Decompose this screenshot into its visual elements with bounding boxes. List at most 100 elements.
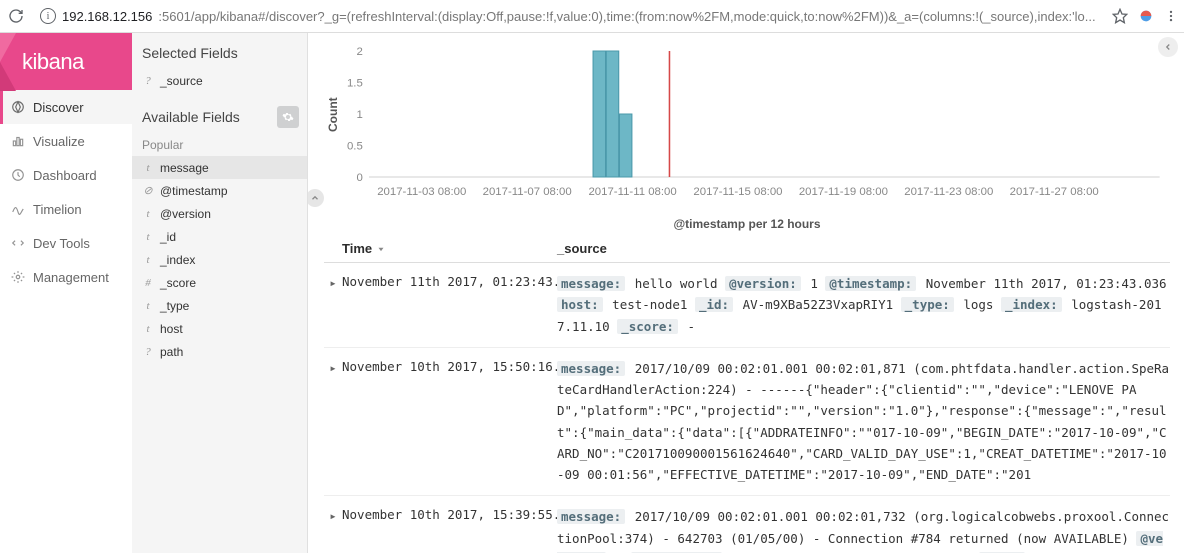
url-path: :5601/app/kibana#/discover?_g=(refreshIn… (158, 9, 1095, 24)
doc-source: message: 2017/10/09 00:02:01.001 00:02:0… (557, 358, 1170, 486)
field-value: hello world (635, 276, 718, 291)
field-row-path[interactable]: ?path (132, 340, 307, 363)
collapse-chart-icon[interactable] (308, 189, 324, 207)
field-key: message: (557, 509, 625, 524)
doc-row: ▸November 11th 2017, 01:23:43.036 messag… (324, 263, 1170, 348)
field-value: test-node1 (612, 297, 687, 312)
field-name: message (160, 161, 209, 175)
field-row--score[interactable]: # _score (132, 271, 307, 294)
field-row--source[interactable]: ? _source (132, 69, 307, 92)
bookmark-icon[interactable] (1112, 7, 1128, 25)
app-nav: kibana Discover Visualize Dashboard Timelio… (0, 33, 132, 553)
field-type-icon: ? (142, 75, 154, 87)
nav-label: Visualize (33, 134, 85, 149)
fields-settings-button[interactable] (277, 106, 299, 128)
field-key: @timestamp: (825, 276, 916, 291)
nav-item-management[interactable]: Management (0, 260, 132, 294)
field-type-icon: t (142, 300, 154, 312)
chart-y-label: Count (324, 45, 340, 215)
browser-toolbar: i 192.168.12.156 :5601/app/kibana#/discov… (0, 0, 1184, 33)
field-key: _type: (901, 297, 954, 312)
svg-text:2: 2 (356, 46, 362, 58)
field-name: _source (160, 74, 203, 88)
field-row--type[interactable]: t_type (132, 294, 307, 317)
doc-table-header: Time _source (324, 233, 1170, 263)
field-name: _index (160, 253, 195, 267)
field-key: _index: (1001, 297, 1062, 312)
reload-icon[interactable] (8, 7, 24, 25)
kibana-logo[interactable]: kibana (0, 33, 132, 90)
svg-text:2017-11-11 08:00: 2017-11-11 08:00 (588, 186, 676, 198)
doc-time: November 10th 2017, 15:50:16.276 (342, 358, 557, 486)
svg-text:0.5: 0.5 (347, 141, 363, 153)
doc-time: November 10th 2017, 15:39:55.920 (342, 506, 557, 553)
nav-item-discover[interactable]: Discover (0, 90, 132, 124)
url-host: 192.168.12.156 (62, 9, 152, 24)
field-row-message[interactable]: t message (132, 156, 307, 179)
field-name: @timestamp (160, 184, 228, 198)
nav-icon (11, 168, 25, 182)
popular-fields-header: Popular (132, 138, 307, 156)
address-bar[interactable]: i 192.168.12.156 :5601/app/kibana#/discov… (34, 3, 1102, 29)
nav-item-dashboard[interactable]: Dashboard (0, 158, 132, 192)
site-info-icon[interactable]: i (40, 8, 56, 24)
field-value: logs (963, 297, 993, 312)
available-fields-header: Available Fields (142, 109, 240, 125)
histogram-chart[interactable]: 00.511.522017-11-03 08:002017-11-07 08:0… (340, 45, 1170, 215)
field-key: _score: (617, 319, 678, 334)
field-type-icon: # (142, 277, 154, 289)
doc-row: ▸November 10th 2017, 15:50:16.276 messag… (324, 348, 1170, 497)
field-key: _id: (695, 297, 733, 312)
field-key: message: (557, 276, 625, 291)
field-row--timestamp[interactable]: ⊘ @timestamp (132, 179, 307, 202)
field-type-icon: t (142, 162, 154, 174)
doc-source: message: hello world @version: 1 @timest… (557, 273, 1170, 337)
svg-text:2017-11-07 08:00: 2017-11-07 08:00 (483, 186, 572, 198)
field-type-icon: ⊘ (142, 184, 154, 197)
field-row--index[interactable]: t _index (132, 248, 307, 271)
main-content: Count 00.511.522017-11-03 08:002017-11-0… (308, 33, 1184, 553)
nav-icon (11, 100, 25, 114)
nav-label: Dev Tools (33, 236, 90, 251)
field-name: _id (160, 230, 176, 244)
sort-desc-icon (376, 244, 386, 254)
doc-row: ▸November 10th 2017, 15:39:55.920 messag… (324, 496, 1170, 553)
svg-text:1: 1 (356, 109, 362, 121)
logo-text: kibana (22, 49, 84, 75)
fields-sidebar: Selected Fields ?_source Available Field… (132, 33, 308, 553)
nav-item-timelion[interactable]: Timelion (0, 192, 132, 226)
nav-icon (11, 134, 25, 148)
field-row--id[interactable]: t _id (132, 225, 307, 248)
field-type-icon: t (142, 231, 154, 243)
expand-row-icon[interactable]: ▸ (324, 273, 342, 337)
nav-label: Discover (33, 100, 84, 115)
field-value: AV-m9XBa52Z3VxapRIY1 (743, 297, 894, 312)
doc-time: November 11th 2017, 01:23:43.036 (342, 273, 557, 337)
field-name: _score (160, 276, 196, 290)
field-type-icon: t (142, 208, 154, 220)
nav-item-dev-tools[interactable]: Dev Tools (0, 226, 132, 260)
expand-row-icon[interactable]: ▸ (324, 358, 342, 486)
field-type-icon: t (142, 323, 154, 335)
col-source[interactable]: _source (557, 241, 607, 256)
nav-icon (11, 236, 25, 250)
field-row--version[interactable]: t@version (132, 202, 307, 225)
field-type-icon: t (142, 254, 154, 266)
svg-text:2017-11-15 08:00: 2017-11-15 08:00 (693, 186, 782, 198)
field-name: path (160, 345, 183, 359)
field-key: @version: (725, 276, 801, 291)
nav-label: Timelion (33, 202, 82, 217)
browser-menu-icon[interactable] (1164, 7, 1178, 25)
field-value: November 11th 2017, 01:23:43.036 (926, 276, 1167, 291)
nav-icon (11, 270, 25, 284)
field-key: host: (557, 297, 603, 312)
svg-text:1.5: 1.5 (347, 78, 363, 90)
field-row-host[interactable]: thost (132, 317, 307, 340)
field-value: - (687, 319, 695, 334)
extension-icon[interactable] (1138, 7, 1154, 25)
field-value: 2017/10/09 00:02:01.001 00:02:01,871 (co… (557, 361, 1169, 482)
nav-item-visualize[interactable]: Visualize (0, 124, 132, 158)
field-value: 2017/10/09 00:02:01.001 00:02:01,732 (or… (557, 509, 1169, 545)
expand-row-icon[interactable]: ▸ (324, 506, 342, 553)
col-time[interactable]: Time (342, 241, 557, 256)
